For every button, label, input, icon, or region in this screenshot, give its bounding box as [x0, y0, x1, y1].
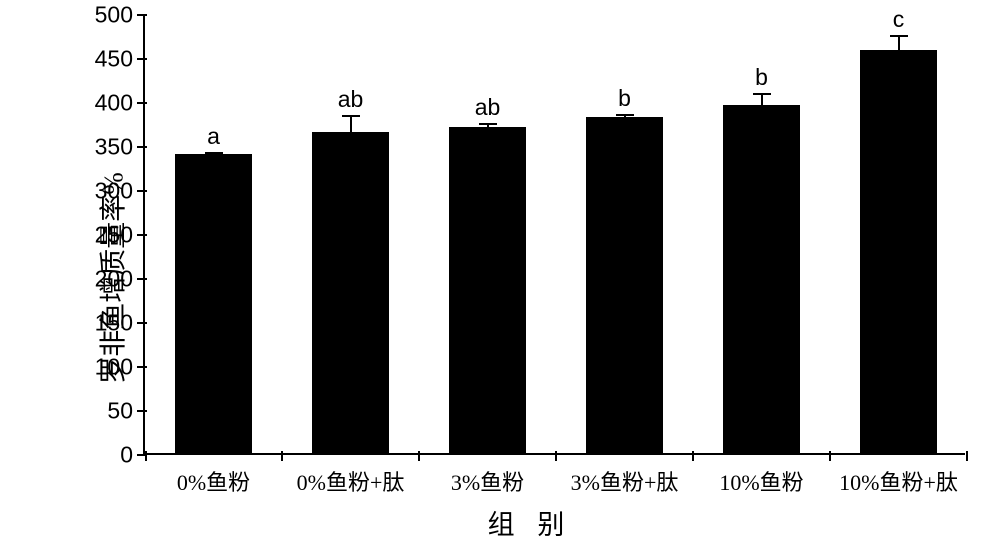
significance-label: ab — [338, 86, 364, 113]
bar — [312, 132, 389, 453]
y-tick — [137, 102, 147, 104]
significance-label: b — [618, 85, 631, 112]
y-tick — [137, 58, 147, 60]
bar — [860, 50, 937, 453]
y-tick-label: 150 — [95, 310, 133, 337]
error-cap — [205, 157, 223, 159]
error-whisker — [350, 116, 352, 151]
y-tick-label: 400 — [95, 90, 133, 117]
significance-label: a — [207, 123, 220, 150]
x-tick-label: 0%鱼粉+肽 — [297, 465, 405, 497]
error-cap — [753, 120, 771, 122]
y-tick-label: 450 — [95, 46, 133, 73]
y-tick — [137, 14, 147, 16]
y-tick-label: 350 — [95, 134, 133, 161]
x-tick — [145, 451, 147, 461]
x-tick — [555, 451, 557, 461]
error-cap — [479, 134, 497, 136]
error-cap — [890, 67, 908, 69]
significance-label: ab — [475, 94, 501, 121]
error-whisker — [898, 36, 900, 68]
x-tick — [692, 451, 694, 461]
x-tick — [418, 451, 420, 461]
plot-area: 050100150200250300350400450500a0%鱼粉ab0%鱼… — [143, 15, 965, 455]
y-tick-label: 500 — [95, 2, 133, 29]
significance-label: c — [893, 6, 905, 33]
bar — [723, 105, 800, 453]
significance-label: b — [755, 64, 768, 91]
x-tick-label: 0%鱼粉 — [177, 465, 250, 497]
error-cap — [342, 115, 360, 117]
error-cap — [616, 114, 634, 116]
x-tick-label: 10%鱼粉+肽 — [839, 465, 958, 497]
x-tick-label: 3%鱼粉 — [451, 465, 524, 497]
error-cap — [205, 152, 223, 154]
x-tick — [281, 451, 283, 461]
y-tick — [137, 234, 147, 236]
error-cap — [479, 123, 497, 125]
bar — [449, 127, 526, 453]
x-tick — [829, 451, 831, 461]
y-tick-label: 300 — [95, 178, 133, 205]
y-tick-label: 200 — [95, 266, 133, 293]
bar — [586, 117, 663, 453]
error-whisker — [761, 94, 763, 120]
y-tick — [137, 322, 147, 324]
y-tick — [137, 366, 147, 368]
x-tick-label: 10%鱼粉 — [719, 465, 803, 497]
y-tick-label: 0 — [120, 442, 133, 469]
y-tick — [137, 190, 147, 192]
y-tick — [137, 410, 147, 412]
error-cap — [342, 150, 360, 152]
error-cap — [890, 35, 908, 37]
error-cap — [616, 121, 634, 123]
y-tick — [137, 278, 147, 280]
x-tick — [966, 451, 968, 461]
y-tick-label: 250 — [95, 222, 133, 249]
x-tick-label: 3%鱼粉+肽 — [571, 465, 679, 497]
y-tick-label: 50 — [107, 398, 133, 425]
y-tick — [137, 146, 147, 148]
bar — [175, 154, 252, 453]
y-tick-label: 100 — [95, 354, 133, 381]
error-cap — [753, 93, 771, 95]
x-axis-label: 组 别 — [488, 503, 573, 542]
bar-chart: 罗非鱼增质量率% 050100150200250300350400450500a… — [95, 15, 965, 540]
